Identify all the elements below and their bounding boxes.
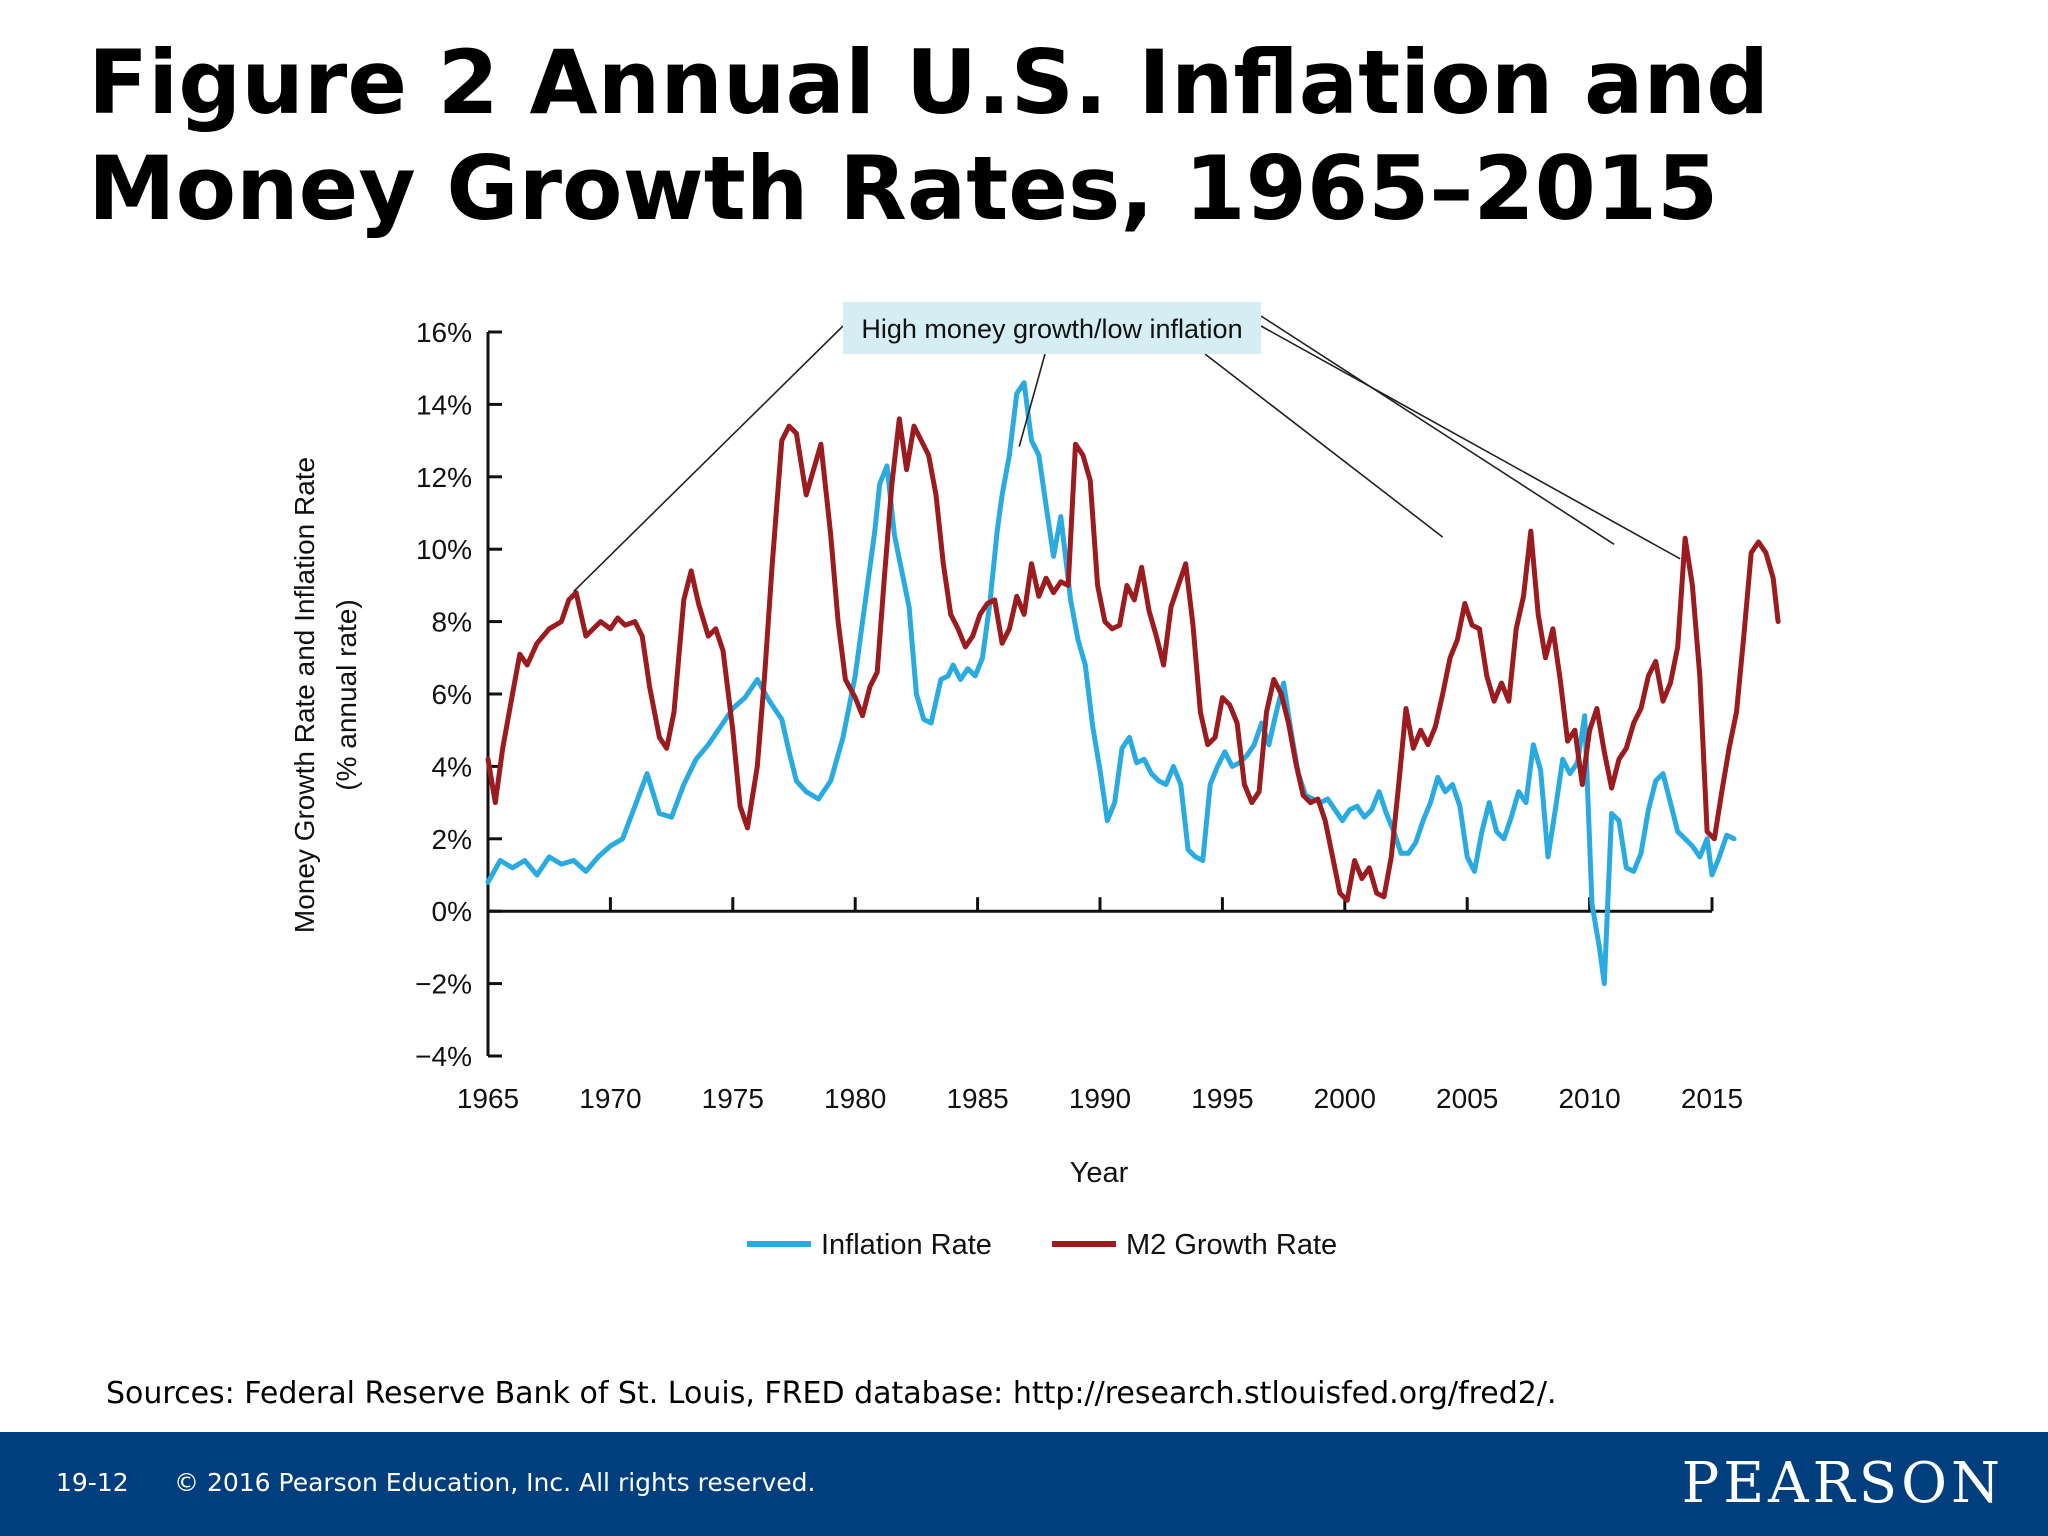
x-tick-label: 2015 [1681, 1083, 1743, 1114]
slide-title: Figure 2 Annual U.S. Inflation and Money… [88, 30, 1988, 242]
y-tick-label: 6% [432, 679, 472, 710]
sources-note: Sources: Federal Reserve Bank of St. Lou… [106, 1376, 1557, 1411]
x-tick-label: 1985 [946, 1083, 1008, 1114]
y-axis-label-line-2: (% annual rate) [331, 599, 362, 790]
annotation-leader-line [1260, 315, 1615, 546]
x-axis-ticks: 1965 1970 1975 1980 1985 1990 1995 2000 2005 2010… [457, 897, 1743, 1114]
footer-bar: 19-12 © 2016 Pearson Education, Inc. All… [0, 1432, 2048, 1536]
y-tick-label: 4% [432, 751, 472, 782]
y-tick-label: −4% [415, 1041, 472, 1072]
x-tick-label: 1975 [702, 1083, 764, 1114]
slide-title-line-2: Money Growth Rates, 1965–2015 [88, 137, 1719, 240]
series-layer [485, 380, 1781, 987]
annotation-leader-line [573, 325, 844, 592]
x-tick-label: 1980 [824, 1083, 886, 1114]
annotation-callout: High money growth/low inflation [573, 302, 1681, 592]
x-tick-label: 1990 [1069, 1083, 1131, 1114]
y-tick-label: 8% [432, 607, 472, 638]
legend-label-inflation-rate: Inflation Rate [821, 1229, 992, 1261]
y-tick-label: 2% [432, 824, 472, 855]
copyright-notice: © 2016 Pearson Education, Inc. All right… [174, 1468, 816, 1497]
annotation-leader-line [1018, 353, 1046, 447]
y-tick-label: −2% [415, 969, 472, 1000]
annotation-box [843, 302, 1261, 354]
chart-legend: Inflation Rate M2 Growth Rate [747, 1229, 1337, 1261]
publisher-logo: PEARSON [1681, 1451, 2004, 1516]
slide-title-line-1: Figure 2 Annual U.S. Inflation and [88, 31, 1770, 134]
y-axis-label: Money Growth Rate and Inflation Rate (% … [289, 457, 362, 933]
annotation-leader-line [1260, 325, 1681, 560]
slide-number: 19-12 [56, 1468, 129, 1497]
x-tick-label: 1995 [1191, 1083, 1253, 1114]
y-tick-label: 16% [416, 317, 472, 348]
y-tick-label: 0% [432, 896, 472, 927]
y-axis-ticks: 16% 14% 12% 10% 8% 6% 4% 2% 0% −2% −4% [415, 317, 502, 1072]
series-line-inflation-rate [485, 380, 1737, 987]
y-tick-label: 12% [416, 462, 472, 493]
x-tick-label: 2005 [1436, 1083, 1498, 1114]
x-axis-label: Year [1070, 1157, 1129, 1189]
chart-axes [486, 332, 1712, 1056]
y-axis-label-line-1: Money Growth Rate and Inflation Rate [289, 457, 320, 933]
x-tick-label: 2010 [1558, 1083, 1620, 1114]
legend-label-m2-growth-rate: M2 Growth Rate [1126, 1229, 1337, 1261]
y-tick-label: 10% [416, 534, 472, 565]
annotation-text: High money growth/low inflation [861, 314, 1242, 344]
x-tick-label: 1970 [579, 1083, 641, 1114]
y-tick-label: 14% [416, 389, 472, 420]
x-tick-label: 1965 [457, 1083, 519, 1114]
x-tick-label: 2000 [1314, 1083, 1376, 1114]
annotation-leader-line [1204, 353, 1444, 538]
series-line-m2-growth-rate [485, 416, 1781, 903]
